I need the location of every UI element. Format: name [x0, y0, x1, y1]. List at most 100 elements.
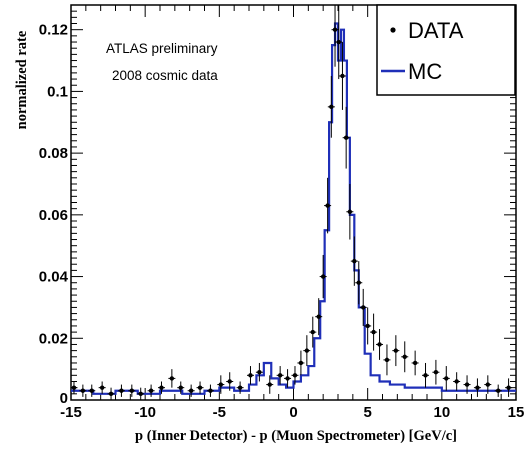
data-point — [206, 384, 214, 397]
data-point — [350, 236, 358, 286]
data-marker — [218, 382, 224, 387]
legend: DATA MC — [376, 4, 516, 96]
x-tick-label: 10 — [433, 404, 450, 421]
data-point — [401, 341, 409, 373]
x-tick-label: 15 — [508, 404, 525, 421]
x-tick-label: -15 — [60, 404, 82, 421]
data-point — [355, 261, 363, 305]
data-marker — [325, 203, 330, 208]
data-marker — [285, 376, 290, 381]
data-point — [79, 384, 87, 397]
data-point — [359, 288, 367, 326]
data-point — [303, 335, 311, 367]
data-point — [117, 384, 125, 397]
data-point — [319, 254, 327, 299]
data-marker — [506, 385, 511, 390]
data-marker — [361, 305, 366, 310]
legend-data-marker — [390, 27, 396, 33]
data-marker — [356, 280, 361, 285]
y-tick-label: 0.02 — [39, 330, 68, 347]
data-point — [236, 381, 244, 394]
data-point — [335, 5, 343, 80]
data-marker — [108, 391, 114, 397]
data-point — [137, 387, 145, 400]
data-point — [346, 183, 354, 240]
data-point — [364, 307, 372, 345]
annotation-atlas-preliminary: ATLAS preliminary — [106, 41, 218, 56]
data-point — [147, 384, 155, 397]
data-marker — [475, 385, 480, 390]
data-point — [473, 378, 481, 397]
data-point — [88, 384, 96, 397]
data-point — [255, 362, 263, 382]
x-tick-label: -10 — [134, 404, 156, 421]
data-point — [422, 362, 430, 388]
data-point — [324, 177, 332, 234]
data-marker — [343, 135, 349, 140]
data-marker — [237, 385, 243, 390]
data-point — [157, 381, 165, 394]
data-marker — [248, 373, 253, 378]
data-marker — [138, 391, 143, 397]
y-tick-label-zero: 0 — [60, 390, 68, 407]
data-marker — [129, 388, 135, 393]
data-marker — [208, 388, 213, 393]
data-marker — [320, 274, 326, 279]
y-tick-label: 0.06 — [39, 207, 68, 224]
data-point — [505, 378, 513, 397]
annotation-cosmic-data: 2008 cosmic data — [112, 68, 218, 83]
data-point — [411, 350, 419, 376]
data-marker — [433, 370, 439, 375]
data-marker — [316, 314, 321, 319]
data-marker — [332, 27, 338, 32]
data-marker — [347, 209, 353, 214]
legend-mc-label: MC — [408, 59, 442, 84]
data-marker — [340, 73, 345, 79]
data-point — [342, 106, 350, 169]
data-marker — [148, 388, 154, 393]
data-point — [177, 381, 185, 394]
data-point — [246, 366, 254, 385]
data-point — [168, 369, 176, 388]
data-marker — [352, 258, 357, 264]
data-marker — [402, 354, 407, 359]
axis-ticks — [70, 4, 517, 401]
data-point — [284, 369, 292, 388]
data-marker — [188, 388, 194, 393]
data-point — [187, 384, 195, 397]
data-marker — [329, 104, 334, 110]
data-marker — [169, 376, 175, 381]
data-marker — [159, 385, 164, 390]
data-point — [291, 366, 299, 385]
data-marker — [292, 373, 298, 378]
legend-box — [376, 4, 516, 96]
data-point — [98, 381, 106, 394]
data-marker — [377, 342, 382, 347]
y-tick-label: 0.08 — [39, 145, 68, 162]
data-point — [217, 375, 225, 394]
data-marker — [197, 385, 203, 390]
data-marker — [178, 385, 183, 390]
data-point — [484, 375, 492, 394]
data-marker — [384, 357, 390, 363]
data-point — [266, 375, 274, 394]
data-points — [70, 5, 513, 400]
x-tick-label: 5 — [363, 404, 371, 421]
data-point — [331, 5, 339, 67]
data-marker — [365, 323, 370, 329]
data-marker — [412, 360, 418, 366]
data-marker — [464, 382, 470, 387]
mc-series-line — [71, 22, 516, 395]
data-marker — [80, 388, 86, 393]
data-marker — [336, 39, 341, 45]
data-marker — [257, 370, 262, 375]
data-marker — [71, 385, 77, 390]
data-point — [309, 316, 317, 348]
data-marker — [454, 379, 459, 384]
data-point — [315, 298, 323, 336]
data-point — [297, 350, 305, 376]
data-point — [442, 366, 450, 391]
data-marker — [89, 388, 94, 393]
data-point — [70, 381, 78, 394]
data-marker — [99, 385, 105, 390]
